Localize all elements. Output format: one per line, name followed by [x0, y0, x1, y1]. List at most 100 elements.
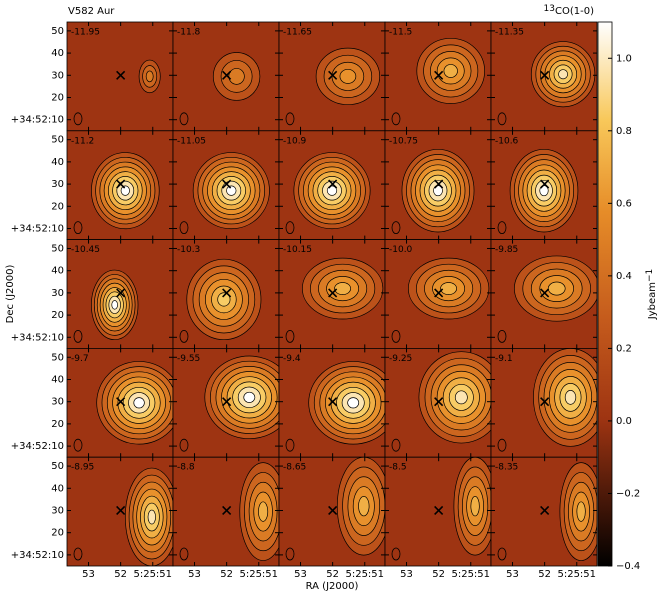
y-tick-label: 50 [51, 352, 64, 363]
source-marker [434, 70, 444, 80]
colorbar-tick-label: 0.0 [616, 416, 632, 427]
y-tick-label: +34:52:10 [11, 223, 64, 234]
channel-label: -8.5 [389, 463, 407, 473]
beam [179, 547, 189, 561]
channel-panel: -9.4 [279, 348, 385, 458]
x-tick-label: 52 [220, 569, 233, 580]
colorbar-label-sup: −1 [645, 269, 655, 282]
beam [73, 221, 83, 235]
channel-label: -9.7 [71, 354, 89, 364]
line-label-text: CO(1-0) [555, 6, 594, 17]
x-tick-label: 52 [538, 569, 551, 580]
channel-panel: -8.95 [67, 457, 173, 567]
beam [497, 329, 507, 343]
contour [564, 390, 577, 405]
channel-panel: -10.3 [173, 239, 279, 349]
channel-panel: -10.75 [385, 130, 491, 240]
beam [285, 547, 295, 561]
channel-panel: -8.8 [173, 457, 279, 566]
x-tick-label: 52 [114, 569, 127, 580]
channel-panel: -10.0 [385, 239, 491, 349]
source-marker [540, 179, 550, 189]
y-tick-label: +34:52:10 [11, 332, 64, 343]
x-tick-label: 53 [294, 569, 307, 580]
channel-label: -9.55 [177, 354, 200, 364]
colorbar-label-text: Jybeam [647, 282, 658, 320]
channel-label: -11.65 [283, 28, 312, 38]
channel-panel: -8.5 [385, 457, 491, 566]
channel-panel: -9.55 [173, 348, 279, 458]
beam [391, 112, 401, 126]
channel-label: -9.25 [389, 354, 412, 364]
source-marker [328, 179, 338, 189]
source-marker [328, 505, 338, 516]
y-tick-label: 20 [51, 201, 64, 212]
colorbar-tick-label: 0.4 [616, 271, 632, 282]
x-tick-label: 53 [400, 569, 413, 580]
contour [226, 185, 237, 196]
channel-label: -8.35 [495, 463, 518, 473]
source-marker [116, 179, 126, 189]
channel-panel: -10.45 [67, 239, 173, 349]
y-tick-label: 30 [51, 288, 64, 299]
y-tick-label: 30 [51, 505, 64, 516]
contour [454, 390, 468, 405]
beam [73, 438, 83, 452]
beam [285, 329, 295, 343]
line-label: 13CO(1-0) [544, 4, 595, 18]
channel-label: -9.1 [495, 354, 513, 364]
channel-panel: -11.65 [279, 22, 385, 131]
channel-label: -10.3 [177, 245, 200, 255]
x-tick-label: 52 [432, 569, 445, 580]
source-marker [222, 288, 232, 298]
colorbar-tick-label: 0.8 [616, 126, 632, 137]
beam [497, 112, 507, 126]
y-tick-label: 40 [51, 374, 64, 385]
channel-panel: -11.35 [491, 22, 597, 131]
channel-panel: -10.9 [279, 130, 385, 240]
contour [133, 397, 145, 409]
beam [497, 438, 507, 452]
channel-label: -8.95 [71, 463, 94, 473]
y-tick-label: 40 [51, 48, 64, 59]
y-tick-label: 50 [51, 243, 64, 254]
y-tick-label: 40 [51, 157, 64, 168]
x-tick-label: 53 [82, 569, 95, 580]
contour [326, 185, 338, 196]
channel-label: -10.15 [283, 245, 312, 255]
contour [120, 185, 130, 196]
line-label-sup: 13 [544, 4, 555, 14]
x-tick-label: 5:25:51 [451, 569, 490, 580]
channel-label: -8.8 [177, 463, 195, 473]
channel-label: -10.6 [495, 136, 519, 146]
contour [228, 68, 245, 85]
y-tick-label: 30 [51, 179, 64, 190]
source-marker [540, 288, 550, 298]
x-tick-label: 53 [188, 569, 201, 580]
channel-panel: -8.35 [491, 457, 597, 566]
channel-panel: -11.95 [67, 22, 173, 131]
source-marker [434, 505, 444, 516]
contour [358, 496, 370, 517]
contour [243, 391, 256, 403]
x-tick-label: 52 [326, 569, 339, 580]
channel-label: -9.85 [495, 245, 518, 255]
y-tick-label: +34:52:10 [11, 441, 64, 452]
channel-label: -9.4 [283, 354, 301, 364]
panel-frame [490, 456, 598, 567]
beam [285, 112, 295, 126]
channel-label: -11.05 [177, 136, 206, 146]
contour [576, 501, 586, 522]
contour [347, 397, 360, 409]
beam [497, 221, 507, 235]
contour [547, 281, 566, 296]
beam [179, 112, 189, 126]
contour [440, 282, 458, 296]
beam [391, 221, 401, 235]
channel-label: -8.65 [283, 463, 306, 473]
contour [558, 69, 568, 80]
y-tick-label: 40 [51, 266, 64, 277]
source-marker [434, 397, 444, 407]
colorbar-tick-label: 0.2 [616, 343, 632, 354]
